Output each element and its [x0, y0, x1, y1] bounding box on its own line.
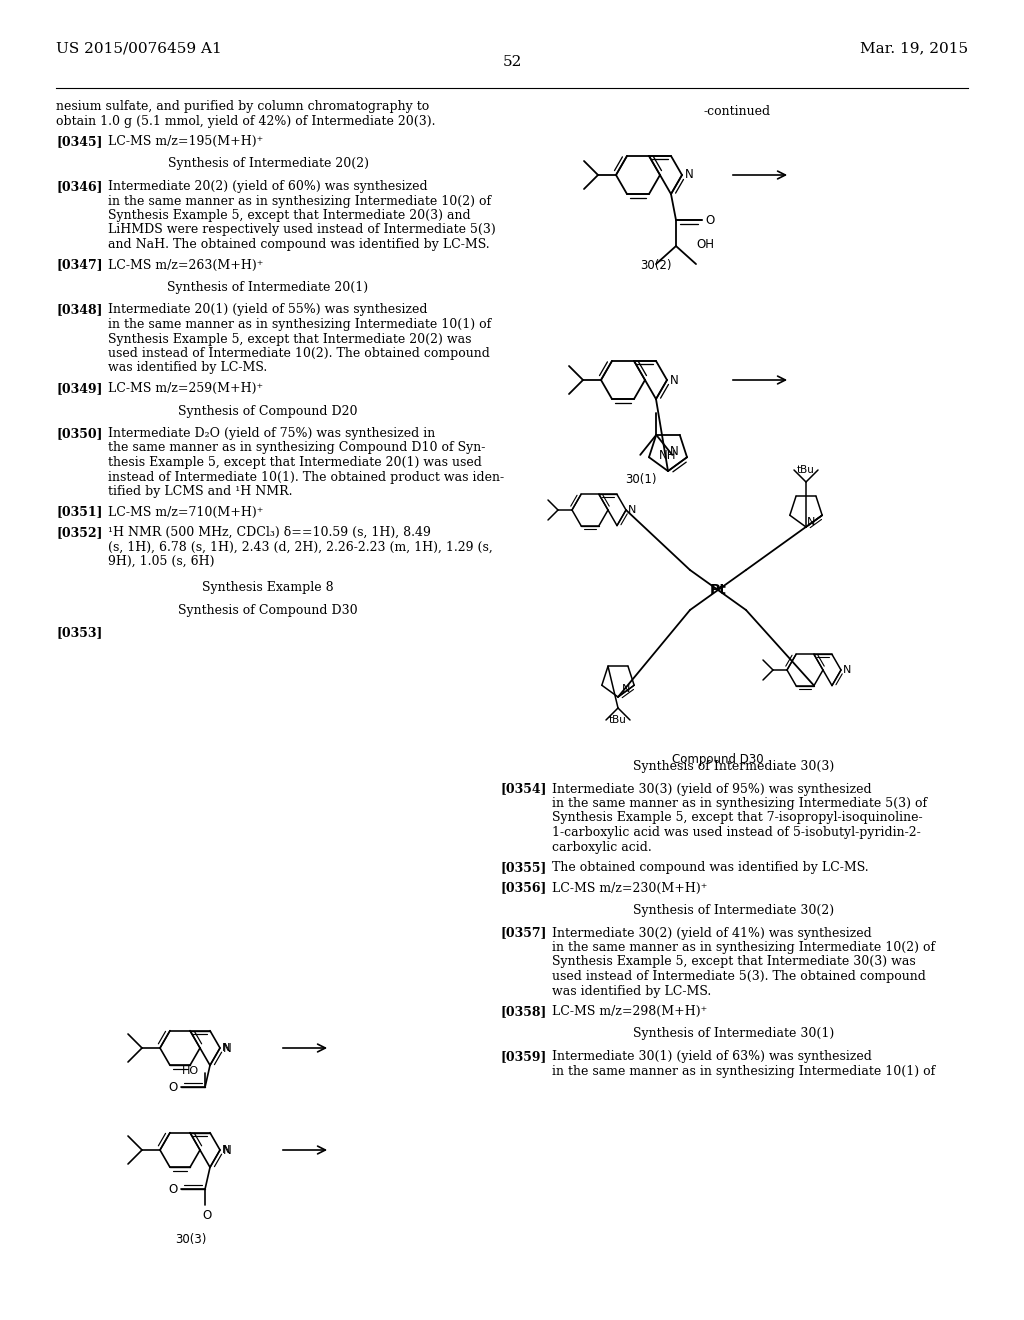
Text: [0350]: [0350] [56, 426, 102, 440]
Text: N: N [622, 684, 631, 694]
Text: 9H), 1.05 (s, 6H): 9H), 1.05 (s, 6H) [108, 554, 214, 568]
Text: N: N [670, 374, 678, 387]
Text: Intermediate 30(2) (yield of 41%) was synthesized: Intermediate 30(2) (yield of 41%) was sy… [552, 927, 871, 940]
Text: was identified by LC-MS.: was identified by LC-MS. [552, 985, 712, 998]
Text: Intermediate 20(1) (yield of 55%) was synthesized: Intermediate 20(1) (yield of 55%) was sy… [108, 304, 427, 317]
Text: [0353]: [0353] [56, 627, 102, 639]
Text: Compound D30: Compound D30 [672, 754, 764, 767]
Text: Mar. 19, 2015: Mar. 19, 2015 [860, 41, 968, 55]
Text: was identified by LC-MS.: was identified by LC-MS. [108, 362, 267, 375]
Text: Intermediate D₂O (yield of 75%) was synthesized in: Intermediate D₂O (yield of 75%) was synt… [108, 426, 435, 440]
Text: O: O [203, 1209, 212, 1222]
Text: in the same manner as in synthesizing Intermediate 10(2) of: in the same manner as in synthesizing In… [552, 941, 935, 954]
Text: N: N [222, 1143, 231, 1156]
Text: the same manner as in synthesizing Compound D10 of Syn-: the same manner as in synthesizing Compo… [108, 441, 485, 454]
Text: 1-carboxylic acid was used instead of 5-isobutyl-pyridin-2-: 1-carboxylic acid was used instead of 5-… [552, 826, 921, 840]
Text: 52: 52 [503, 55, 521, 69]
Text: O: O [168, 1183, 177, 1196]
Text: [0354]: [0354] [500, 783, 547, 796]
Text: LC-MS m/z=298(M+H)⁺: LC-MS m/z=298(M+H)⁺ [552, 1005, 708, 1018]
Text: Pt: Pt [710, 583, 726, 597]
Text: N: N [222, 1043, 230, 1053]
Text: Synthesis Example 5, except that Intermediate 20(2) was: Synthesis Example 5, except that Interme… [108, 333, 471, 346]
Text: The obtained compound was identified by LC-MS.: The obtained compound was identified by … [552, 861, 868, 874]
Text: Synthesis of Intermediate 20(1): Synthesis of Intermediate 20(1) [168, 281, 369, 294]
Text: [0356]: [0356] [500, 882, 547, 895]
Text: [0351]: [0351] [56, 506, 102, 519]
Text: thesis Example 5, except that Intermediate 20(1) was used: thesis Example 5, except that Intermedia… [108, 455, 482, 469]
Text: Synthesis Example 8: Synthesis Example 8 [202, 582, 334, 594]
Text: [0348]: [0348] [56, 304, 102, 317]
Text: [0357]: [0357] [500, 927, 547, 940]
Text: Intermediate 30(3) (yield of 95%) was synthesized: Intermediate 30(3) (yield of 95%) was sy… [552, 783, 871, 796]
Text: [0345]: [0345] [56, 135, 102, 148]
Text: used instead of Intermediate 5(3). The obtained compound: used instead of Intermediate 5(3). The o… [552, 970, 926, 983]
Text: O: O [168, 1081, 177, 1094]
Text: [0352]: [0352] [56, 525, 102, 539]
Text: Intermediate 30(1) (yield of 63%) was synthesized: Intermediate 30(1) (yield of 63%) was sy… [552, 1049, 871, 1063]
Text: LiHMDS were respectively used instead of Intermediate 5(3): LiHMDS were respectively used instead of… [108, 223, 496, 236]
Text: OH: OH [696, 238, 714, 251]
Text: Synthesis Example 5, except that Intermediate 30(3) was: Synthesis Example 5, except that Interme… [552, 956, 915, 969]
Text: 30(1): 30(1) [625, 474, 656, 487]
Text: N: N [222, 1144, 230, 1155]
Text: tBu: tBu [797, 465, 815, 475]
Text: LC-MS m/z=710(M+H)⁺: LC-MS m/z=710(M+H)⁺ [108, 506, 263, 519]
Text: and NaH. The obtained compound was identified by LC-MS.: and NaH. The obtained compound was ident… [108, 238, 489, 251]
Text: [0347]: [0347] [56, 259, 102, 272]
Text: 30(2): 30(2) [640, 259, 672, 272]
Text: LC-MS m/z=263(M+H)⁺: LC-MS m/z=263(M+H)⁺ [108, 259, 263, 272]
Text: [0349]: [0349] [56, 381, 102, 395]
Text: N: N [628, 506, 636, 515]
Text: [0346]: [0346] [56, 180, 102, 193]
Text: HO: HO [182, 1067, 199, 1076]
Text: Intermediate 20(2) (yield of 60%) was synthesized: Intermediate 20(2) (yield of 60%) was sy… [108, 180, 428, 193]
Text: [0359]: [0359] [500, 1049, 547, 1063]
Text: (s, 1H), 6.78 (s, 1H), 2.43 (d, 2H), 2.26-2.23 (m, 1H), 1.29 (s,: (s, 1H), 6.78 (s, 1H), 2.43 (d, 2H), 2.2… [108, 540, 493, 553]
Text: O: O [706, 214, 715, 227]
Text: LC-MS m/z=230(M+H)⁺: LC-MS m/z=230(M+H)⁺ [552, 882, 708, 895]
Text: 30(3): 30(3) [175, 1233, 207, 1246]
Text: in the same manner as in synthesizing Intermediate 10(1) of: in the same manner as in synthesizing In… [552, 1064, 935, 1077]
Text: carboxylic acid.: carboxylic acid. [552, 841, 651, 854]
Text: US 2015/0076459 A1: US 2015/0076459 A1 [56, 41, 222, 55]
Text: in the same manner as in synthesizing Intermediate 10(2) of: in the same manner as in synthesizing In… [108, 194, 492, 207]
Text: N: N [671, 445, 679, 458]
Text: Synthesis of Compound D30: Synthesis of Compound D30 [178, 605, 357, 616]
Text: N: N [843, 665, 851, 675]
Text: instead of Intermediate 10(1). The obtained product was iden-: instead of Intermediate 10(1). The obtai… [108, 470, 504, 483]
Text: Synthesis Example 5, except that Intermediate 20(3) and: Synthesis Example 5, except that Interme… [108, 209, 471, 222]
Text: Synthesis of Intermediate 30(1): Synthesis of Intermediate 30(1) [634, 1027, 835, 1040]
Text: N: N [807, 517, 815, 527]
Text: Synthesis of Compound D20: Synthesis of Compound D20 [178, 404, 357, 417]
Text: in the same manner as in synthesizing Intermediate 5(3) of: in the same manner as in synthesizing In… [552, 797, 927, 810]
Text: ¹H NMR (500 MHz, CDCl₃) δ==10.59 (s, 1H), 8.49: ¹H NMR (500 MHz, CDCl₃) δ==10.59 (s, 1H)… [108, 525, 431, 539]
Text: obtain 1.0 g (5.1 mmol, yield of 42%) of Intermediate 20(3).: obtain 1.0 g (5.1 mmol, yield of 42%) of… [56, 115, 435, 128]
Text: N: N [685, 169, 693, 181]
Text: in the same manner as in synthesizing Intermediate 10(1) of: in the same manner as in synthesizing In… [108, 318, 492, 331]
Text: Synthesis Example 5, except that 7-isopropyl-isoquinoline-: Synthesis Example 5, except that 7-isopr… [552, 812, 923, 825]
Text: tified by LCMS and ¹H NMR.: tified by LCMS and ¹H NMR. [108, 484, 293, 498]
Text: nesium sulfate, and purified by column chromatography to: nesium sulfate, and purified by column c… [56, 100, 429, 114]
Text: [0355]: [0355] [500, 861, 547, 874]
Text: LC-MS m/z=259(M+H)⁺: LC-MS m/z=259(M+H)⁺ [108, 381, 263, 395]
Text: Synthesis of Intermediate 20(2): Synthesis of Intermediate 20(2) [168, 157, 369, 170]
Text: LC-MS m/z=195(M+H)⁺: LC-MS m/z=195(M+H)⁺ [108, 135, 263, 148]
Text: Synthesis of Intermediate 30(3): Synthesis of Intermediate 30(3) [634, 760, 835, 774]
Text: -continued: -continued [705, 106, 771, 117]
Text: tBu: tBu [609, 715, 627, 725]
Text: used instead of Intermediate 10(2). The obtained compound: used instead of Intermediate 10(2). The … [108, 347, 489, 360]
Text: [0358]: [0358] [500, 1005, 547, 1018]
Text: NH: NH [659, 449, 677, 462]
Text: Synthesis of Intermediate 30(2): Synthesis of Intermediate 30(2) [634, 904, 835, 917]
Text: N: N [222, 1041, 231, 1055]
